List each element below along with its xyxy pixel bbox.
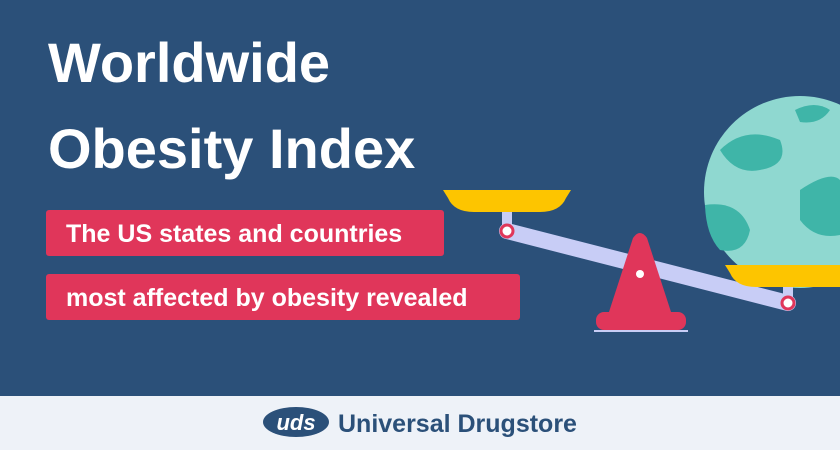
pan-rod	[502, 212, 512, 232]
globe-land	[795, 105, 830, 123]
subtitle-line: The US states and countries	[66, 220, 402, 248]
title-line: Worldwide	[48, 31, 330, 94]
background	[0, 0, 840, 396]
stand-base	[596, 312, 686, 330]
joint	[780, 295, 796, 311]
subtitle-pill	[46, 210, 444, 256]
pivot	[636, 270, 644, 278]
joint	[499, 223, 515, 239]
globe-land	[720, 134, 783, 171]
subtitle-line: most affected by obesity revealed	[66, 284, 468, 312]
left-pan	[443, 190, 571, 212]
pan-rod	[783, 285, 793, 303]
globe-land	[800, 176, 840, 236]
right-pan	[725, 265, 840, 287]
logo-badge	[263, 407, 329, 437]
globe-land	[705, 204, 750, 251]
subtitle-pill	[46, 274, 520, 320]
brand-name: Universal Drugstore	[338, 410, 577, 438]
title-line: Obesity Index	[48, 117, 415, 180]
logo-mark: uds	[276, 410, 315, 435]
footer-background	[0, 396, 840, 450]
scale-illustration	[443, 96, 840, 332]
